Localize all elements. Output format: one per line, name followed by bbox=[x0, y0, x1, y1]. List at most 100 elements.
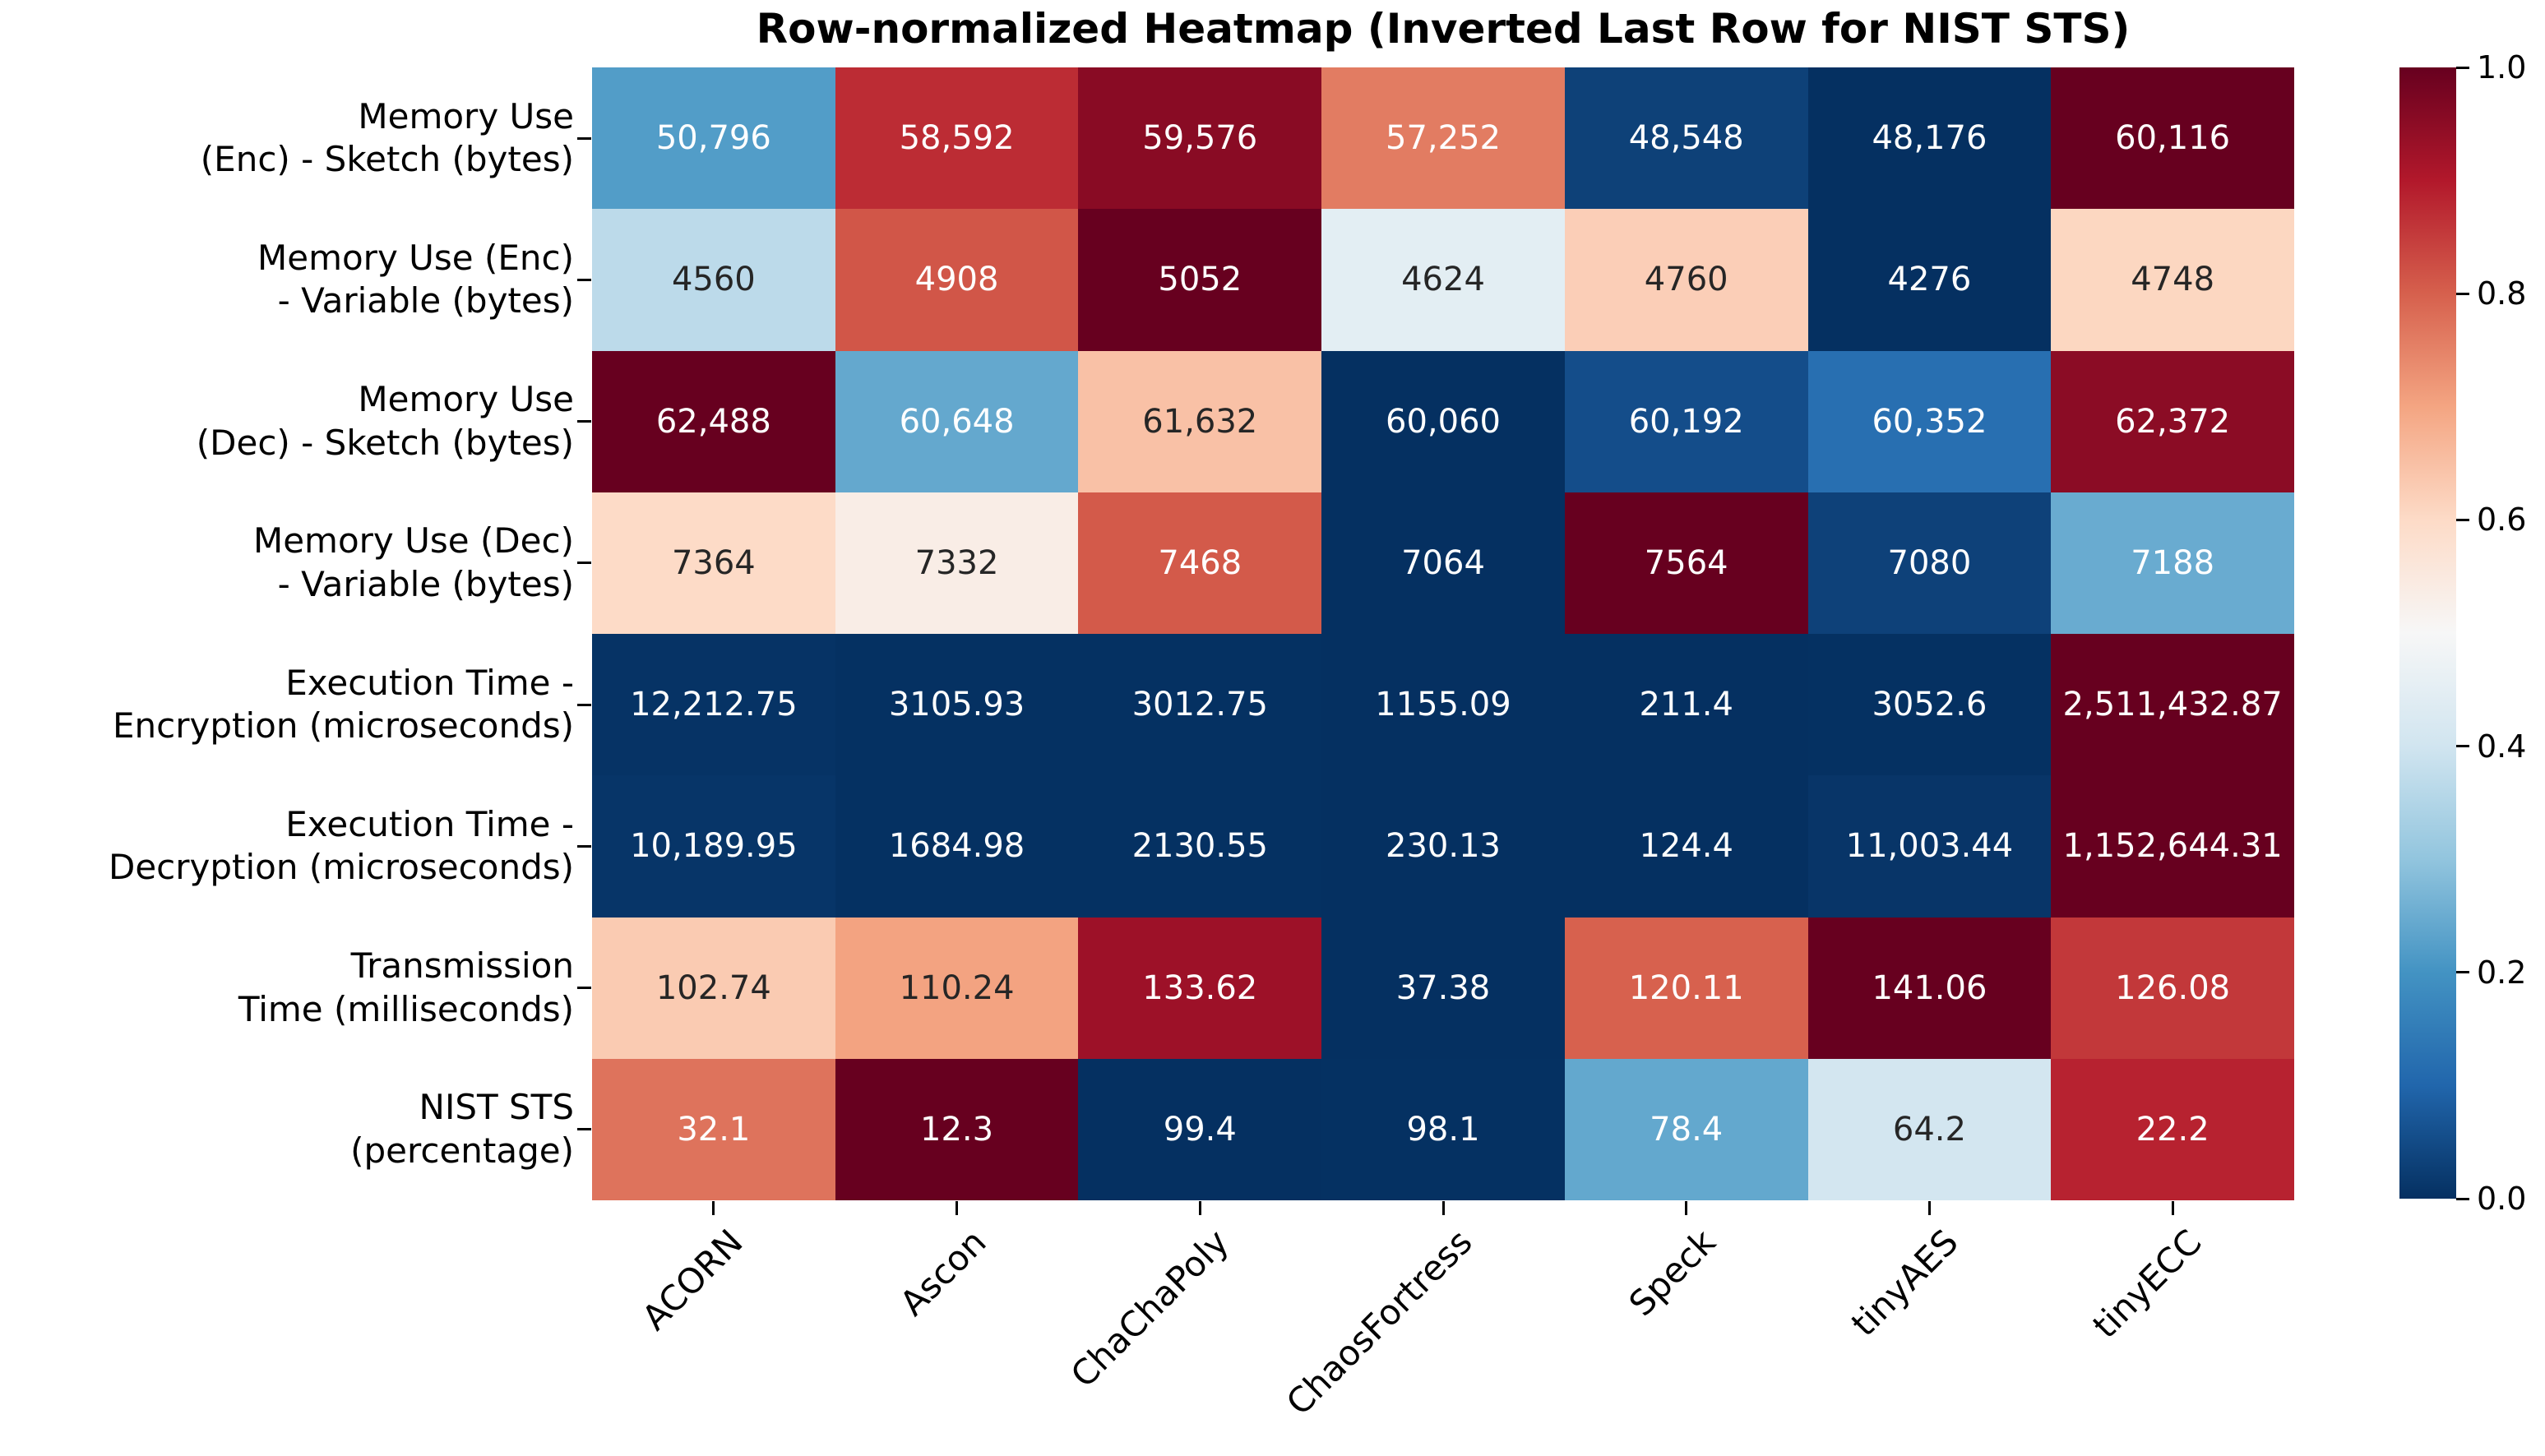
y-axis-label: Memory Use (Dec) - Variable (bytes) bbox=[252, 520, 574, 604]
colorbar-tick bbox=[2456, 66, 2469, 69]
x-axis-tick bbox=[1685, 1201, 1688, 1215]
heatmap-cell: 59,576 bbox=[1078, 67, 1322, 210]
heatmap-cell: 3012.75 bbox=[1078, 634, 1322, 776]
x-axis-label: tinyECC bbox=[2085, 1222, 2210, 1347]
x-axis-label: ACORN bbox=[634, 1222, 751, 1338]
y-axis-tick bbox=[577, 844, 591, 848]
heatmap-cell: 1,152,644.31 bbox=[2051, 775, 2294, 918]
x-axis-tick bbox=[712, 1201, 715, 1215]
heatmap-cell: 4624 bbox=[1321, 209, 1565, 351]
colorbar-tick bbox=[2456, 745, 2469, 748]
colorbar-tick-label: 0.6 bbox=[2477, 502, 2527, 538]
heatmap-cell: 110.24 bbox=[835, 917, 1079, 1059]
y-axis-tick bbox=[577, 1128, 591, 1131]
heatmap-cell: 62,372 bbox=[2051, 350, 2294, 492]
heatmap-cell: 1684.98 bbox=[835, 775, 1079, 918]
heatmap-cell: 120.11 bbox=[1564, 917, 1808, 1059]
x-axis-label: tinyAES bbox=[1844, 1222, 1967, 1344]
heatmap-cell: 1155.09 bbox=[1321, 634, 1565, 776]
x-axis-tick bbox=[2171, 1201, 2174, 1215]
colorbar-tick-label: 0.0 bbox=[2477, 1181, 2527, 1217]
colorbar-tick-label: 1.0 bbox=[2477, 49, 2527, 86]
heatmap-cell: 61,632 bbox=[1078, 350, 1322, 492]
heatmap-cell: 57,252 bbox=[1321, 67, 1565, 210]
y-axis-tick bbox=[577, 420, 591, 423]
colorbar-tick bbox=[2456, 1197, 2469, 1200]
heatmap-cell: 7332 bbox=[835, 492, 1079, 634]
heatmap-cell: 3052.6 bbox=[1807, 634, 2052, 776]
heatmap-cell: 58,592 bbox=[835, 67, 1079, 210]
x-axis-tick bbox=[1441, 1201, 1445, 1215]
heatmap-cell: 12.3 bbox=[835, 1058, 1079, 1200]
y-axis-label: NIST STS (percentage) bbox=[350, 1087, 574, 1171]
heatmap-cell: 62,488 bbox=[592, 350, 835, 492]
heatmap-cell: 4748 bbox=[2051, 209, 2294, 351]
heatmap-cell: 7364 bbox=[592, 492, 835, 634]
x-axis-label: ChaChaPoly bbox=[1062, 1222, 1237, 1396]
heatmap-cell: 102.74 bbox=[592, 917, 835, 1059]
heatmap-cell: 48,548 bbox=[1564, 67, 1808, 210]
heatmap-cell: 7564 bbox=[1564, 492, 1808, 634]
y-axis-labels: Memory Use (Enc) - Sketch (bytes) Memory … bbox=[0, 67, 574, 1200]
heatmap-cell: 124.4 bbox=[1564, 775, 1808, 918]
heatmap-cell: 60,192 bbox=[1564, 350, 1808, 492]
y-axis-label: Execution Time - Encryption (microsecond… bbox=[113, 662, 574, 746]
colorbar-tick bbox=[2456, 518, 2469, 521]
x-axis-label: Ascon bbox=[891, 1222, 994, 1324]
y-axis-label: Memory Use (Enc) - Sketch (bytes) bbox=[200, 95, 574, 180]
colorbar-tick bbox=[2456, 292, 2469, 295]
heatmap-cell: 4908 bbox=[835, 209, 1079, 351]
heatmap-cell: 10,189.95 bbox=[592, 775, 835, 918]
heatmap-cell: 78.4 bbox=[1564, 1058, 1808, 1200]
heatmap-cell: 126.08 bbox=[2051, 917, 2294, 1059]
heatmap-cell: 22.2 bbox=[2051, 1058, 2294, 1200]
colorbar-gradient bbox=[2399, 67, 2456, 1199]
colorbar-tick-label: 0.4 bbox=[2477, 728, 2527, 765]
y-axis-tick bbox=[577, 987, 591, 990]
heatmap-cell: 7468 bbox=[1078, 492, 1322, 634]
heatmap-cell: 211.4 bbox=[1564, 634, 1808, 776]
heatmap-cell: 3105.93 bbox=[835, 634, 1079, 776]
x-axis-label: Speck bbox=[1621, 1222, 1724, 1324]
x-axis-label: ChaosFortress bbox=[1278, 1222, 1480, 1423]
heatmap-cell: 230.13 bbox=[1321, 775, 1565, 918]
y-axis-label: Memory Use (Dec) - Sketch (bytes) bbox=[196, 379, 574, 463]
chart-title: Row-normalized Heatmap (Inverted Last Ro… bbox=[756, 5, 2131, 53]
heatmap-cell: 2130.55 bbox=[1078, 775, 1322, 918]
heatmap-cell: 99.4 bbox=[1078, 1058, 1322, 1200]
heatmap-cell: 7080 bbox=[1807, 492, 2052, 634]
y-axis-tick bbox=[577, 562, 591, 565]
heatmap-cell: 12,212.75 bbox=[592, 634, 835, 776]
heatmap-grid: 50,796 58,592 59,576 57,252 48,548 48,176 60,1… bbox=[592, 67, 2294, 1200]
heatmap-cell: 7064 bbox=[1321, 492, 1565, 634]
x-axis-tick bbox=[1927, 1201, 1931, 1215]
heatmap-cell: 141.06 bbox=[1807, 917, 2052, 1059]
heatmap-cell: 11,003.44 bbox=[1807, 775, 2052, 918]
heatmap-cell: 32.1 bbox=[592, 1058, 835, 1200]
colorbar-tick bbox=[2456, 971, 2469, 974]
heatmap-cell: 60,060 bbox=[1321, 350, 1565, 492]
heatmap-cell: 60,352 bbox=[1807, 350, 2052, 492]
heatmap-cell: 2,511,432.87 bbox=[2051, 634, 2294, 776]
y-axis-label: Transmission Time (milliseconds) bbox=[238, 945, 574, 1029]
heatmap-cell: 37.38 bbox=[1321, 917, 1565, 1059]
y-axis-tick bbox=[577, 278, 591, 281]
heatmap-cell: 60,116 bbox=[2051, 67, 2294, 210]
x-axis-tick bbox=[956, 1201, 959, 1215]
heatmap-cell: 7188 bbox=[2051, 492, 2294, 634]
x-axis-tick bbox=[1198, 1201, 1201, 1215]
heatmap-cell: 50,796 bbox=[592, 67, 835, 210]
heatmap-cell: 4760 bbox=[1564, 209, 1808, 351]
y-axis-label: Execution Time - Decryption (microsecond… bbox=[108, 803, 574, 888]
heatmap-cell: 64.2 bbox=[1807, 1058, 2052, 1200]
colorbar-tick-label: 0.2 bbox=[2477, 954, 2527, 991]
y-axis-label: Memory Use (Enc) - Variable (bytes) bbox=[257, 237, 574, 321]
heatmap-cell: 4276 bbox=[1807, 209, 2052, 351]
heatmap-cell: 98.1 bbox=[1321, 1058, 1565, 1200]
colorbar-tick-label: 0.8 bbox=[2477, 275, 2527, 312]
heatmap-cell: 5052 bbox=[1078, 209, 1322, 351]
y-axis-tick bbox=[577, 703, 591, 706]
heatmap-cell: 133.62 bbox=[1078, 917, 1322, 1059]
heatmap-cell: 48,176 bbox=[1807, 67, 2052, 210]
